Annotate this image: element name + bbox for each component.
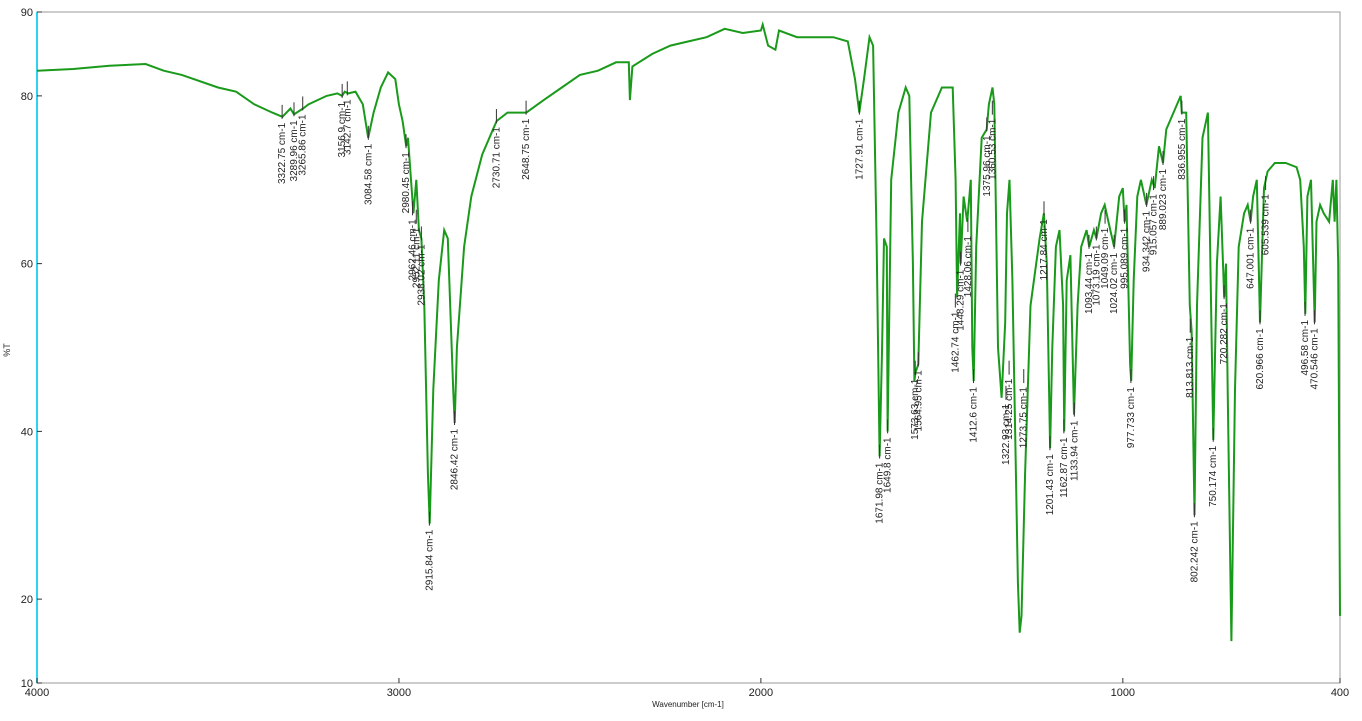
peak-label: 2846.42 cm-1 bbox=[450, 429, 461, 491]
x-tick-label: 2000 bbox=[749, 687, 773, 699]
peak-label: 1649.8 cm-1 bbox=[883, 437, 894, 493]
peak-label: 3289.96 cm-1 bbox=[289, 120, 300, 182]
peak-label: 836.955 cm-1 bbox=[1177, 118, 1188, 180]
x-tick-label: 3000 bbox=[387, 687, 411, 699]
y-tick-label: 60 bbox=[21, 259, 33, 271]
y-tick-label: 20 bbox=[21, 594, 33, 606]
peak-label: 2980.45 cm-1 bbox=[401, 152, 412, 214]
peak-label: 1201.43 cm-1 bbox=[1045, 454, 1056, 516]
x-tick-label: 4000 bbox=[25, 687, 49, 699]
peak-label: 3084.58 cm-1 bbox=[363, 143, 374, 205]
peak-label: 1322.93 cm-1 bbox=[1001, 403, 1012, 465]
peak-label: 1073.19 cm-1 bbox=[1091, 244, 1102, 306]
peak-label: 977.733 cm-1 bbox=[1126, 387, 1137, 449]
y-tick-label: 10 bbox=[21, 678, 33, 690]
peak-label: 3156.9 cm-1 bbox=[337, 101, 348, 157]
spectrum-line bbox=[36, 20, 1341, 642]
peak-label: 1564.95 cm-1 bbox=[913, 370, 924, 432]
y-tick-label: 80 bbox=[21, 91, 33, 103]
peak-label: 1273.75 cm-1 bbox=[1019, 387, 1030, 449]
peak-label: 647.001 cm-1 bbox=[1246, 227, 1257, 289]
peak-label: 813.813 cm-1 bbox=[1185, 336, 1196, 398]
peak-label: 934.342 cm-1 bbox=[1142, 210, 1153, 272]
plot-frame bbox=[36, 11, 1341, 684]
peak-label: 1448.29 cm-1 bbox=[956, 269, 967, 331]
peak-label: 1671.98 cm-1 bbox=[875, 462, 886, 524]
peak-label: 1024.02 cm-1 bbox=[1109, 252, 1120, 314]
x-tick-label: 1000 bbox=[1111, 687, 1135, 699]
peak-label: 995.089 cm-1 bbox=[1120, 227, 1131, 289]
peak-label: 1133.94 cm-1 bbox=[1069, 420, 1080, 481]
peak-label: 1314.25 cm-1 bbox=[1004, 378, 1015, 440]
x-axis-label: Wavenumber [cm-1] bbox=[652, 700, 724, 709]
peak-label: 2730.71 cm-1 bbox=[491, 127, 502, 189]
peak-label: 2952.11 cm-1 bbox=[411, 227, 422, 288]
peak-label: 1412.6 cm-1 bbox=[968, 387, 979, 443]
peak-label: 915.057 cm-1 bbox=[1149, 194, 1160, 256]
peak-label: 802.242 cm-1 bbox=[1189, 521, 1200, 583]
peak-label: 1573.63 cm-1 bbox=[910, 378, 921, 440]
peak-label: 3142.7 cm-1 bbox=[342, 99, 353, 155]
peak-label: 2938.02 cm-1 bbox=[416, 244, 427, 306]
peak-label: 1428.06 cm-1 bbox=[963, 236, 974, 298]
peak-label: 1462.74 cm-1 bbox=[950, 311, 961, 373]
peak-label: 3322.75 cm-1 bbox=[277, 122, 288, 184]
peak-label: 1049.09 cm-1 bbox=[1100, 227, 1111, 289]
peak-label: 1093.44 cm-1 bbox=[1084, 252, 1095, 314]
peak-label: 1375.96 cm-1 bbox=[982, 135, 993, 197]
peak-label: 470.546 cm-1 bbox=[1309, 328, 1320, 390]
peak-label: 2648.75 cm-1 bbox=[521, 118, 532, 180]
peak-label: 2915.84 cm-1 bbox=[424, 529, 435, 591]
y-tick-label: 40 bbox=[21, 426, 33, 438]
peak-label: 496.58 cm-1 bbox=[1300, 320, 1311, 376]
peak-label: 3265.86 cm-1 bbox=[298, 114, 309, 176]
peak-label: 620.966 cm-1 bbox=[1255, 328, 1266, 390]
peak-label: 1360.53 cm-1 bbox=[987, 118, 998, 180]
peak-label: 720.282 cm-1 bbox=[1219, 303, 1230, 365]
peak-label: 889.023 cm-1 bbox=[1158, 169, 1169, 231]
peak-label: 2962.46 cm-1 bbox=[408, 219, 419, 281]
peak-label: 1727.91 cm-1 bbox=[854, 118, 865, 180]
x-tick-label: 400 bbox=[1331, 687, 1349, 699]
y-axis-label: %T bbox=[2, 343, 12, 357]
peak-label: 1217.84 cm-1 bbox=[1039, 219, 1050, 281]
y-tick-label: 90 bbox=[21, 7, 33, 19]
peak-label: 605.539 cm-1 bbox=[1261, 194, 1272, 256]
peak-label: 750.174 cm-1 bbox=[1208, 445, 1219, 507]
peak-label: 1162.87 cm-1 bbox=[1059, 437, 1070, 498]
